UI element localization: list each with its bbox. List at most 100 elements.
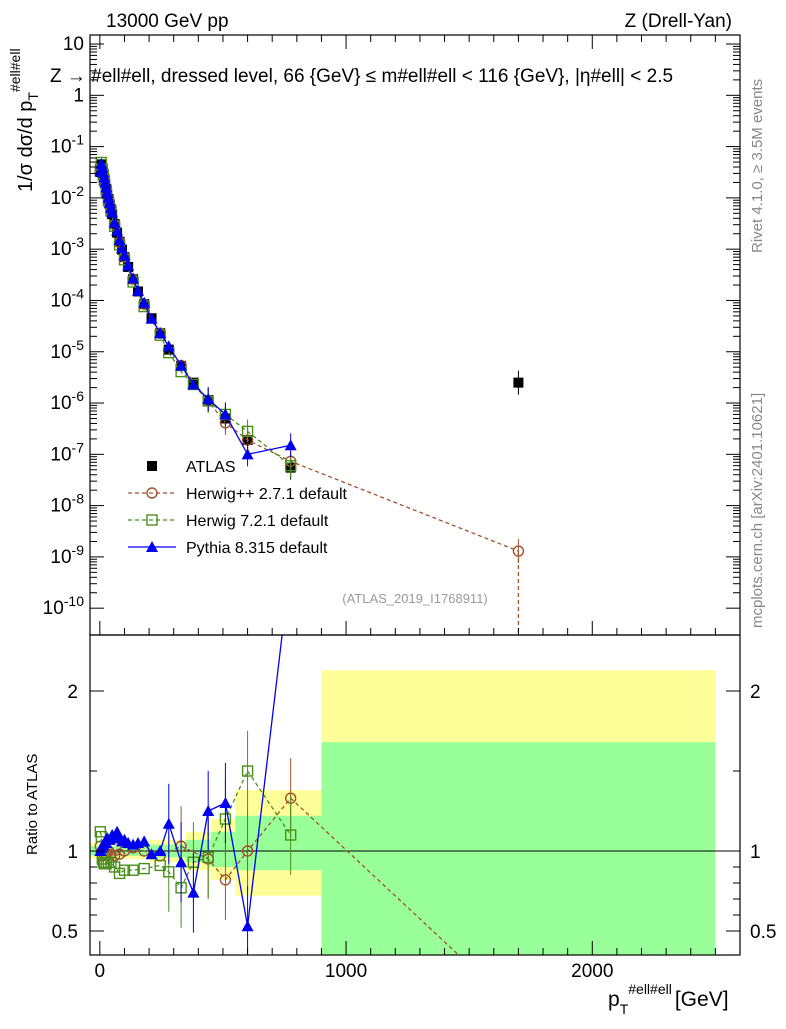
x-tick-label: 2000 (571, 961, 613, 982)
y-axis-label: 1/σ dσ/d pT#ell#ell (7, 48, 41, 192)
y-tick-label: 10-10 (43, 593, 85, 619)
ratio-series-1-point (108, 850, 121, 862)
ratio-series-2-point (202, 851, 214, 864)
rivet-label: Rivet 4.1.0, ≥ 3.5M events (749, 79, 766, 253)
main-panel-marks (94, 156, 525, 635)
ratio-series-2-point (284, 829, 297, 841)
ratio-series-3-point (138, 835, 151, 847)
series-3-point (99, 176, 112, 188)
legend-label-1: Herwig++ 2.7.1 default (186, 486, 348, 503)
series-3-point (96, 161, 109, 173)
uncertainty-bands (90, 670, 716, 955)
series-2-point (284, 460, 297, 472)
series-3-point (98, 171, 111, 183)
x-axis-label: pT#ell#ell [GeV] (608, 981, 729, 1017)
y-tick-label: 10-6 (50, 388, 84, 414)
y-tick-label: 10-2 (50, 183, 84, 209)
series-2-point (241, 425, 254, 438)
band-inner-5 (321, 742, 716, 955)
ratio-y-axis-label: Ratio to ATLAS (24, 754, 41, 855)
series-3-point (219, 408, 232, 420)
series-3-point (118, 249, 131, 261)
series-3-point (111, 224, 124, 236)
legend-marker-3 (146, 541, 158, 552)
series-3-point (101, 186, 114, 198)
series-3-point (127, 272, 140, 284)
legend-marker-2 (146, 514, 158, 526)
ratio-series-3-point (241, 920, 254, 932)
y-tick-label: 10-3 (50, 234, 84, 260)
ratio-series-3-point (219, 797, 232, 808)
series-3-point (100, 181, 113, 193)
ratio-y-tick-label-right: 2 (750, 682, 761, 703)
analysis-id: (ATLAS_2019_I1768911) (342, 591, 488, 606)
series-3-point (122, 259, 135, 271)
series-3-point (102, 191, 115, 203)
series-3-point (241, 448, 254, 460)
ratio-series-1-point (219, 874, 232, 886)
series-3-point (106, 206, 119, 218)
series-3-point (187, 378, 200, 390)
legend-label-0: ATLAS (186, 459, 236, 476)
y-tick-label: 10-7 (50, 439, 84, 465)
ratio-frame (89, 634, 741, 956)
ratio-series-2-point (241, 765, 254, 777)
ratio-y-tick-label: 2 (67, 682, 78, 703)
y-tick-label: 10 (63, 34, 84, 55)
ratio-series-2-point (138, 862, 150, 875)
ratio-series-3-point (154, 845, 167, 856)
series-3-point (132, 284, 145, 296)
ratio-series-2-point (163, 866, 175, 878)
series-3-point (145, 312, 158, 324)
ratio-series-3-point (187, 886, 200, 898)
band-inner-4 (235, 815, 322, 871)
series-3-point (162, 340, 175, 352)
x-tick-label: 0 (95, 961, 106, 982)
legend-label-2: Herwig 7.2.1 default (186, 513, 329, 530)
ratio-series-1-point (513, 1006, 523, 1016)
y-tick-label: 10-8 (50, 491, 84, 517)
series-3-point (284, 439, 297, 451)
axes: 10-1010-910-810-710-610-510-410-310-210-… (43, 34, 777, 982)
header-left: 13000 GeV pp (106, 11, 229, 32)
chart-title: Z → #ell#ell, dressed level, 66 {GeV} ≤ … (50, 66, 673, 87)
legend: ATLAS Herwig++ 2.7.1 default Herwig 7.2.1 … (128, 459, 348, 557)
legend-label-3: Pythia 8.315 default (186, 540, 328, 557)
x-tick-label: 1000 (325, 961, 367, 982)
ratio-series-2-point (127, 864, 139, 876)
series-3-point (154, 327, 167, 339)
series-3-point (175, 359, 188, 371)
ratio-series-3-point (145, 848, 158, 860)
legend-marker-1 (146, 487, 158, 499)
series-3-point (116, 242, 129, 254)
ratio-y-tick-label: 0.5 (52, 922, 78, 943)
ratio-series-2-point (154, 859, 166, 872)
series-3-point (202, 392, 215, 404)
ratio-series-3-point (202, 805, 215, 816)
ratio-y-tick-label-right: 1 (750, 842, 761, 863)
ratio-series-3-point (175, 856, 188, 868)
y-tick-label: 1 (73, 85, 84, 106)
y-tick-label: 10-1 (50, 132, 84, 158)
y-tick-label: 10-5 (50, 337, 84, 363)
mcplots-label: mcplots.cern.ch [arXiv:2401.10621] (749, 393, 766, 628)
header-right: Z (Drell-Yan) (625, 11, 732, 32)
series-3-point (97, 166, 110, 178)
series-2-line (99, 162, 292, 467)
series-3-point (108, 216, 121, 228)
y-tick-label: 10-9 (50, 542, 84, 568)
ratio-series-3-point (162, 817, 175, 829)
series-3-line (99, 163, 291, 456)
ratio-series-3-point (285, 557, 297, 568)
y-tick-label: 10-4 (50, 285, 84, 311)
legend-marker-0 (147, 461, 157, 471)
ratio-series-2-point (118, 864, 131, 876)
series-1-point (512, 545, 525, 557)
ratio-series-1-point (241, 845, 254, 857)
series-3-point (113, 234, 126, 246)
series-0-point (513, 377, 524, 388)
series-3-point (138, 296, 151, 308)
ratio-y-tick-label: 1 (67, 842, 78, 863)
